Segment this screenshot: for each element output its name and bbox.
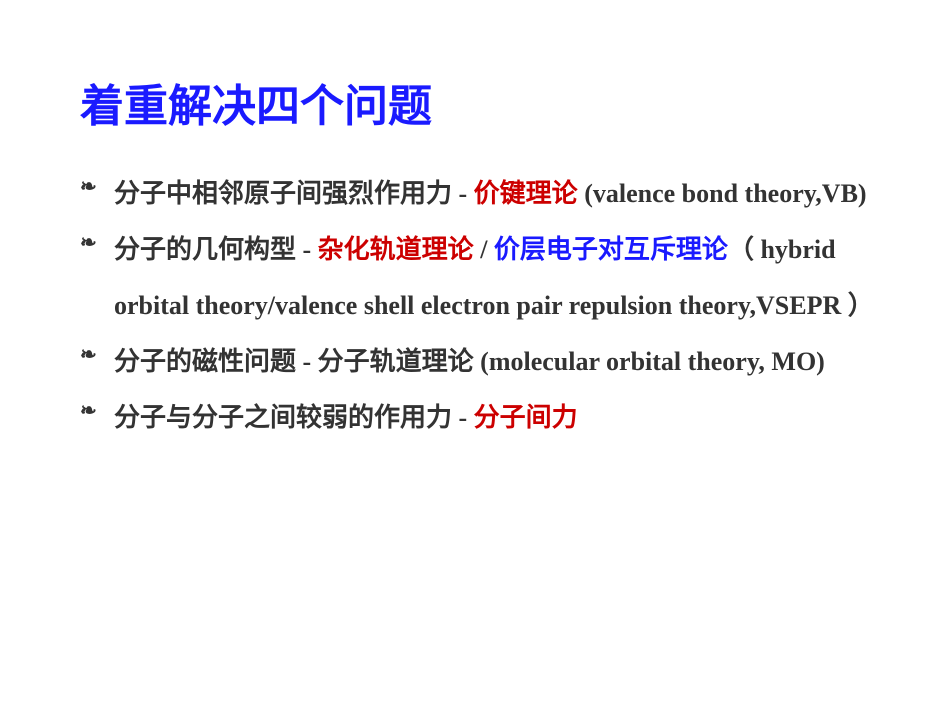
text-run: 分子中相邻原子间强烈作用力 -	[114, 179, 474, 208]
list-item: ❧ 分子的几何构型 - 杂化轨道理论 / 价层电子对互斥理论（ hybrid o…	[80, 222, 880, 334]
list-item: ❧ 分子与分子之间较弱的作用力 - 分子间力	[80, 390, 880, 446]
bullet-list: ❧ 分子中相邻原子间强烈作用力 - 价键理论 (valence bond the…	[80, 166, 880, 445]
text-run: /	[474, 235, 494, 264]
leaf-bullet-icon: ❧	[80, 177, 97, 197]
text-run: 价键理论	[474, 179, 578, 208]
list-item: ❧ 分子中相邻原子间强烈作用力 - 价键理论 (valence bond the…	[80, 166, 880, 222]
text-run: 分子轨道理论 (molecular orbital theory, MO)	[318, 347, 825, 376]
text-run: (valence bond theory,VB)	[578, 179, 867, 208]
text-run: 杂化轨道理论	[318, 235, 474, 264]
text-run: 分子的磁性问题 -	[114, 347, 318, 376]
text-run: 价层电子对互斥理论	[494, 235, 728, 264]
leaf-bullet-icon: ❧	[80, 401, 97, 421]
slide-title: 着重解决四个问题	[80, 70, 880, 134]
list-item: ❧ 分子的磁性问题 - 分子轨道理论 (molecular orbital th…	[80, 334, 880, 390]
text-run: 分子间力	[474, 403, 578, 432]
leaf-bullet-icon: ❧	[80, 345, 97, 365]
text-run: 分子的几何构型 -	[114, 235, 318, 264]
leaf-bullet-icon: ❧	[80, 233, 97, 253]
text-run: 分子与分子之间较弱的作用力 -	[114, 403, 474, 432]
slide: 着重解决四个问题 ❧ 分子中相邻原子间强烈作用力 - 价键理论 (valence…	[0, 0, 950, 445]
